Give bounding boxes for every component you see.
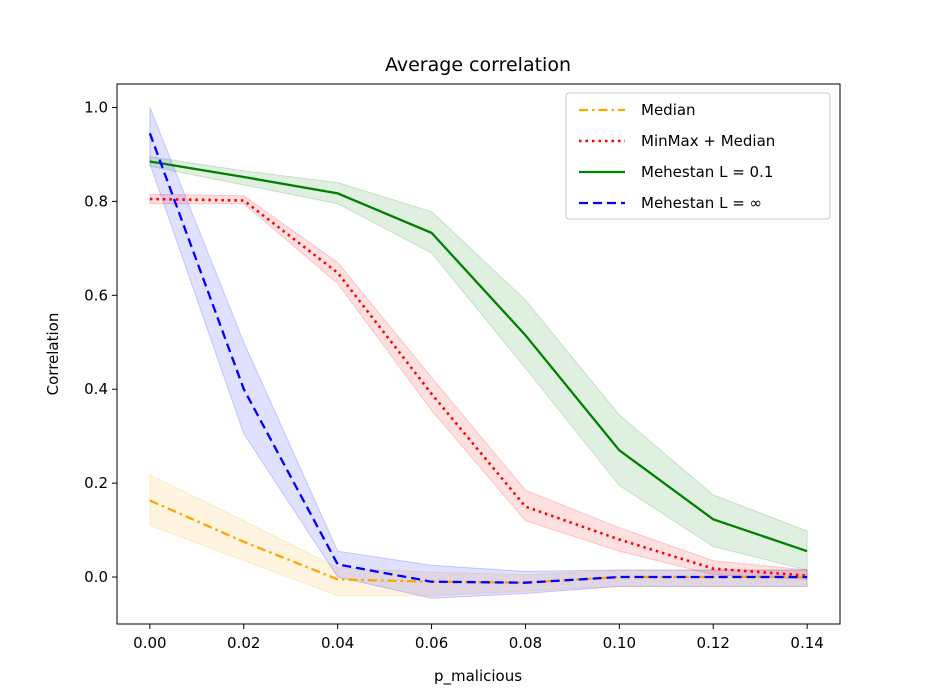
y-tick-label: 0.4: [84, 380, 108, 398]
x-tick-label: 0.14: [790, 634, 823, 652]
x-tick-label: 0.12: [697, 634, 730, 652]
chart-title: Average correlation: [385, 54, 571, 76]
x-tick-label: 0.00: [133, 634, 166, 652]
line-series-0: [149, 499, 808, 584]
y-axis-ticks: 0.0 0.2 0.4 0.6 0.8 1.0: [84, 98, 117, 586]
x-tick-label: 0.08: [509, 634, 542, 652]
x-tick-label: 0.02: [227, 634, 260, 652]
series-lines: [148, 132, 808, 584]
y-tick-label: 0.8: [84, 192, 108, 210]
x-axis-ticks: 0.00 0.02 0.04 0.06 0.08 0.10 0.12 0.14: [133, 624, 824, 652]
band-series-1: [149, 193, 808, 580]
band-series-3: [149, 107, 808, 599]
legend-box: [565, 92, 831, 220]
legend-label: Median: [641, 101, 696, 119]
y-tick-label: 0.0: [84, 568, 108, 586]
band-series-0: [149, 473, 808, 597]
x-axis-label: p_malicious: [434, 667, 522, 686]
y-tick-label: 0.6: [84, 286, 108, 304]
x-tick-label: 0.06: [415, 634, 448, 652]
x-tick-label: 0.04: [321, 634, 354, 652]
y-tick-label: 0.2: [84, 474, 108, 492]
legend-label: Mehestan L = 0.1: [641, 163, 773, 181]
legend-label: MinMax + Median: [641, 132, 775, 150]
legend: Median MinMax + Median Mehestan L = 0.1 Meh…: [565, 92, 831, 220]
y-axis-label: Correlation: [44, 313, 62, 396]
legend-label: Mehestan L = ∞: [641, 194, 762, 212]
plot-area-frame: [116, 83, 841, 625]
y-tick-label: 1.0: [84, 98, 108, 116]
x-tick-label: 0.10: [603, 634, 636, 652]
line-series-2: [149, 160, 808, 553]
line-series-3: [148, 132, 808, 584]
